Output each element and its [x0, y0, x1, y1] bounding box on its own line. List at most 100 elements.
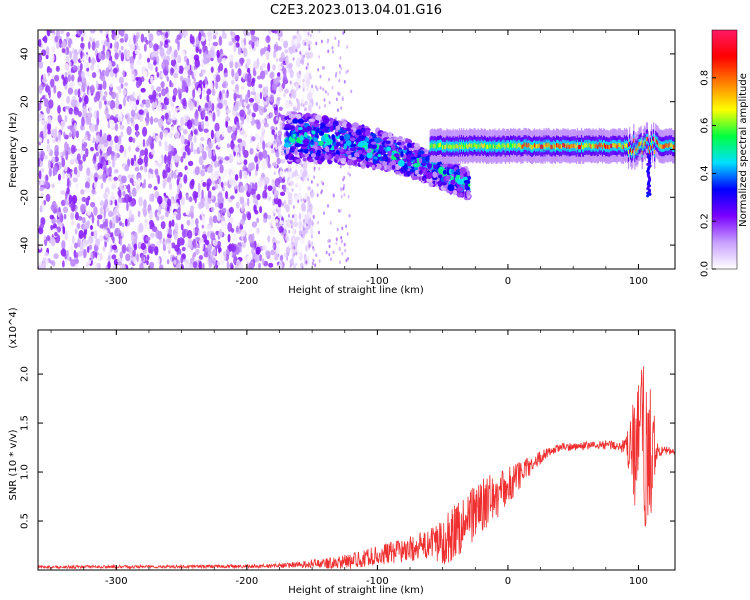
heatmap-cell	[155, 169, 159, 179]
heatmap-cell	[617, 143, 619, 148]
heatmap-cell	[335, 142, 340, 147]
heatmap-cell	[341, 251, 344, 256]
heatmap-cell	[119, 251, 123, 259]
heatmap-cell	[173, 107, 178, 114]
heatmap-cell	[303, 72, 307, 80]
heatmap-cell	[193, 54, 200, 61]
heatmap-cell	[153, 161, 157, 167]
heatmap-cell	[98, 173, 104, 180]
heatmap-cell	[78, 229, 84, 239]
heatmap-cell	[87, 112, 93, 119]
heatmap-cell	[265, 122, 269, 128]
heatmap-cell	[84, 134, 88, 141]
heatmap-cell	[177, 42, 180, 51]
heatmap-cell	[233, 92, 237, 102]
heatmap-cell	[232, 232, 238, 242]
heatmap-cell	[172, 94, 176, 103]
heatmap-cell	[601, 144, 604, 150]
heatmap-cell	[433, 143, 435, 148]
heatmap-cell	[38, 170, 42, 180]
heatmap-cell	[532, 143, 535, 149]
heatmap-cell	[140, 87, 146, 93]
heatmap-cell	[222, 89, 226, 94]
heatmap-cell	[577, 145, 580, 150]
heatmap-cell	[304, 100, 308, 106]
heatmap-cell	[131, 257, 137, 262]
heatmap-cell	[75, 130, 80, 139]
heatmap-cell	[201, 69, 206, 75]
heatmap-cell	[218, 35, 223, 46]
heatmap-cell	[288, 229, 291, 234]
heatmap-cell	[79, 242, 84, 251]
heatmap-cell	[143, 262, 147, 269]
heatmap-cell	[114, 35, 117, 42]
heatmap-cell	[413, 143, 420, 148]
heatmap-cell	[493, 144, 495, 149]
heatmap-cell	[207, 100, 212, 109]
heatmap-cell	[140, 76, 145, 83]
heatmap-cell	[542, 145, 544, 150]
heatmap-cell	[218, 228, 223, 238]
heatmap-cell	[261, 198, 267, 204]
heatmap-cell	[173, 49, 178, 58]
heatmap-cell	[295, 183, 298, 188]
heatmap-cell	[221, 130, 225, 137]
heatmap-cell	[606, 144, 608, 149]
heatmap-cell	[174, 153, 180, 163]
heatmap-cell	[600, 142, 603, 148]
heatmap-cell	[321, 66, 324, 70]
heatmap-cell	[239, 196, 245, 205]
heatmap-cell	[64, 258, 68, 264]
heatmap-cell	[208, 112, 213, 118]
heatmap-cell	[277, 130, 283, 137]
heatmap-cell	[217, 196, 223, 204]
heatmap-cell	[107, 176, 114, 182]
heatmap-cell	[199, 72, 204, 78]
heatmap-cell	[293, 263, 296, 269]
heatmap-cell	[406, 171, 411, 177]
heatmap-cell	[284, 252, 287, 258]
heatmap-cell	[41, 49, 47, 57]
heatmap-cell	[170, 67, 175, 74]
heatmap-cell	[55, 65, 60, 72]
heatmap-cell	[157, 117, 164, 128]
heatmap-cell	[335, 132, 339, 137]
heatmap-cell	[199, 142, 203, 152]
heatmap-cell	[210, 129, 214, 140]
heatmap-cell	[273, 30, 278, 34]
heatmap-cell	[508, 144, 511, 150]
heatmap-cell	[81, 196, 87, 203]
heatmap-cell	[195, 224, 199, 235]
heatmap-cell	[64, 114, 68, 123]
heatmap-cell	[611, 143, 613, 149]
heatmap-cell	[202, 43, 207, 53]
heatmap-cell	[212, 41, 219, 47]
heatmap-cell	[166, 259, 170, 265]
heatmap-cell	[605, 144, 607, 150]
heatmap-cell	[105, 114, 111, 119]
heatmap-cell	[239, 185, 245, 194]
heatmap-cell	[392, 143, 396, 151]
heatmap-cell	[303, 54, 306, 59]
heatmap-cell	[185, 194, 189, 201]
heatmap-cell	[336, 227, 339, 232]
heatmap-cell	[169, 45, 173, 53]
heatmap-cell	[73, 107, 80, 116]
heatmap-cell	[261, 258, 265, 265]
heatmap-cell	[178, 65, 184, 74]
heatmap-cell	[45, 257, 49, 266]
heatmap-cell	[233, 42, 237, 53]
heatmap-cell	[83, 77, 87, 87]
heatmap-cell	[62, 77, 67, 87]
heatmap-cell	[43, 97, 49, 107]
heatmap-cell	[218, 159, 223, 165]
heatmap-cell	[299, 251, 303, 260]
heatmap-cell	[153, 43, 159, 52]
heatmap-cell	[317, 67, 320, 72]
heatmap-cell	[308, 47, 311, 51]
heatmap-cell	[312, 258, 315, 263]
heatmap-cell	[140, 254, 145, 263]
heatmap-cell	[180, 223, 184, 231]
heatmap-cell	[61, 157, 66, 168]
heatmap-cell	[586, 142, 588, 148]
